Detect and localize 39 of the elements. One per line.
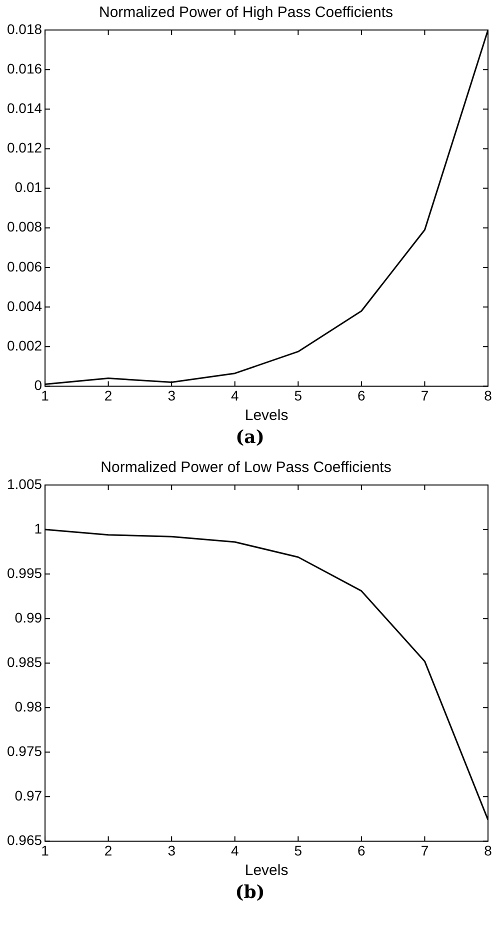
x-axis-title: Levels xyxy=(244,862,288,880)
y-tick-label: 1 xyxy=(34,520,42,536)
x-tick-label: 6 xyxy=(358,842,366,858)
y-tick-label: 0.98 xyxy=(14,698,42,714)
y-tick-label: 0.985 xyxy=(6,654,42,670)
chart-title: Normalized Power of Low Pass Coefficients xyxy=(100,459,392,476)
x-tick-label: 8 xyxy=(484,387,492,404)
y-tick-label: 0 xyxy=(34,377,42,394)
y-tick-label: 0.97 xyxy=(14,788,42,804)
y-tick-label: 1.005 xyxy=(6,476,42,492)
chart-title: Normalized Power of High Pass Coefficients xyxy=(98,4,394,22)
text: (a) xyxy=(234,426,266,450)
x-axis-title: Levels xyxy=(244,407,288,424)
x-tick-label: 8 xyxy=(484,842,492,858)
x-tick-label: 7 xyxy=(420,387,429,404)
x-tick-label: 4 xyxy=(230,842,239,858)
y-tick-label: 0.012 xyxy=(6,140,42,156)
y-tick-label: 0.01 xyxy=(14,179,42,196)
x-tick-label: 4 xyxy=(230,387,239,404)
y-tick-label: 0.018 xyxy=(6,20,42,37)
text: (b) xyxy=(234,881,266,905)
y-tick-label: 0.975 xyxy=(6,743,42,760)
x-tick-label: 6 xyxy=(358,387,366,404)
x-tick-label: 3 xyxy=(168,842,176,858)
x-tick-label: 5 xyxy=(294,842,302,858)
y-tick-label: 0.006 xyxy=(6,258,42,274)
x-tick-label: 7 xyxy=(420,842,429,858)
y-tick-label: 0.002 xyxy=(6,337,42,354)
x-tick-label: 2 xyxy=(104,842,112,858)
x-tick-label: 5 xyxy=(294,387,302,404)
y-tick-label: 0.99 xyxy=(14,609,42,626)
y-tick-label: 0.965 xyxy=(6,832,42,848)
y-tick-label: 0.004 xyxy=(6,298,42,314)
y-tick-label: 0.995 xyxy=(6,564,42,581)
y-tick-label: 0.016 xyxy=(6,60,42,76)
y-tick-label: 0.014 xyxy=(6,100,42,116)
x-tick-label: 2 xyxy=(104,387,112,404)
y-tick-label: 0.008 xyxy=(6,218,42,235)
x-tick-label: 3 xyxy=(168,387,176,404)
